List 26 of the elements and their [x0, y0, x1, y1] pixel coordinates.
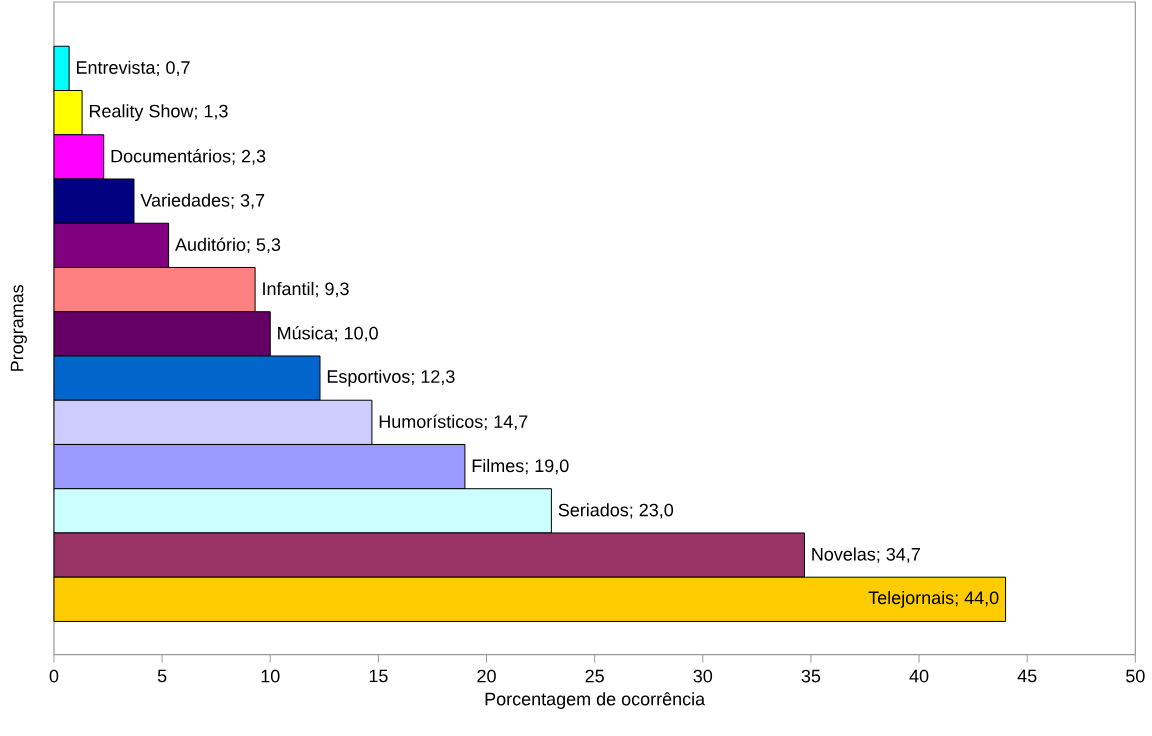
data-label: Música; 10,0 [278, 326, 378, 342]
data-label: Entrevista; 0,7 [76, 60, 190, 77]
x-tick-label: 0 [49, 669, 59, 683]
x-tick-label: 5 [157, 669, 167, 683]
data-label: Telejornais; 44,0 [868, 591, 999, 608]
data-label: Humorísticos; 14,7 [379, 414, 528, 431]
data-label: Reality Show; 1,3 [89, 104, 228, 122]
x-axis-title: Porcentagem de ocorrência [485, 692, 706, 710]
x-tick-label: 25 [585, 669, 604, 683]
data-label: Novelas; 34,7 [812, 547, 920, 563]
data-label: Esportivos; 12,3 [327, 369, 455, 387]
x-tick-label: 40 [909, 669, 929, 683]
data-label: Documentários; 2,3 [111, 149, 266, 165]
y-axis-title: Programas [10, 285, 27, 372]
data-label: Filmes; 19,0 [472, 459, 569, 475]
x-tick-label: 30 [693, 669, 713, 683]
data-label: Seriados; 23,0 [558, 503, 674, 519]
x-tick-label: 45 [1017, 669, 1037, 683]
data-label: Variedades; 3,7 [140, 193, 265, 209]
x-tick-label: 10 [261, 669, 280, 683]
x-tick-label: 50 [1126, 669, 1145, 683]
x-tick-label: 20 [477, 669, 496, 683]
x-tick-label: 15 [369, 669, 388, 683]
data-label: Infantil; 9,3 [263, 282, 349, 298]
data-label: Auditório; 5,3 [175, 237, 281, 254]
x-tick-label: 35 [801, 669, 821, 683]
